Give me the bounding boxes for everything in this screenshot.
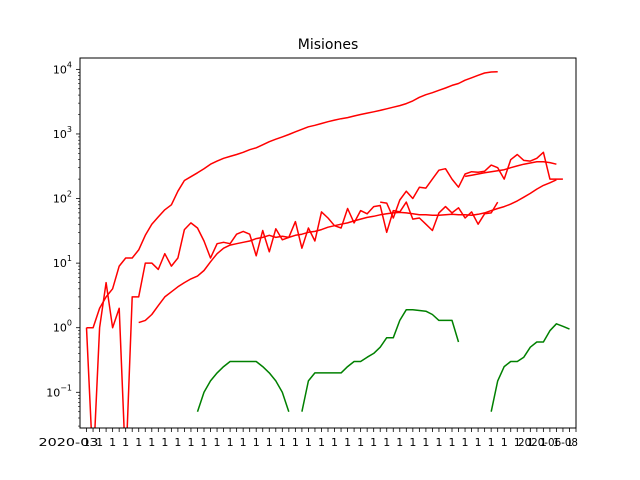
y-tick-label-base: 10: [53, 257, 67, 270]
plot-frame: [79, 57, 577, 429]
x-tick-label: 1: [266, 436, 273, 449]
y-tick-label-exponent: 1: [67, 254, 72, 263]
x-tick-label: 1: [201, 436, 208, 449]
x-tick-label: 1: [566, 436, 573, 449]
x-tick-label: 1: [83, 436, 90, 449]
x-tick-label: 1: [422, 436, 429, 449]
x-tick-label: 1: [96, 436, 103, 449]
x-tick-label: 1: [187, 436, 194, 449]
x-tick-label: 1: [135, 436, 142, 449]
x-tick-label: 1: [501, 436, 508, 449]
series-line-6: [196, 360, 290, 412]
x-tick-label: 1: [527, 436, 534, 449]
x-tick-label: 1: [305, 436, 312, 449]
y-tick-label-base: 10: [53, 128, 67, 141]
series-line-3: [138, 179, 557, 324]
y-tick-label-2: 101: [53, 254, 72, 270]
x-tick-label: 1: [109, 436, 116, 449]
x-tick-label: 1: [540, 436, 547, 449]
x-tick-label: 1: [214, 436, 221, 449]
chart-title: Misiones: [298, 37, 359, 53]
x-tick-label: 1: [553, 436, 560, 449]
series-line-4: [380, 151, 563, 219]
y-tick-label-base: 10: [53, 322, 67, 335]
y-tick-label-exponent: 0: [67, 319, 72, 328]
x-tick-label: 1: [174, 436, 181, 449]
series-line-7: [301, 308, 460, 412]
y-tick-label-base: 10: [46, 386, 60, 399]
series-line-8: [490, 323, 570, 412]
y-tick-label-4: 103: [53, 125, 72, 141]
y-tick-label-1: 100: [53, 319, 72, 335]
y-tick-label-exponent: −1: [60, 383, 72, 392]
x-tick-label-right: 2020-06-08: [518, 436, 578, 449]
series-line-1: [86, 70, 498, 329]
y-tick-label-0: 10−1: [46, 383, 72, 399]
y-tick-label-exponent: 3: [67, 125, 72, 134]
x-tick-label: 1: [475, 436, 482, 449]
x-tick-label-left: 2020-03: [39, 436, 99, 449]
series-line-5: [464, 161, 557, 178]
x-tick-label: 1: [370, 436, 377, 449]
x-tick-label: 1: [409, 436, 416, 449]
y-tick-label-5: 104: [53, 60, 72, 76]
y-tick-label-exponent: 2: [67, 190, 72, 199]
series-layer: [85, 70, 570, 428]
x-tick-label: 1: [435, 436, 442, 449]
x-tick-label: 1: [357, 436, 364, 449]
x-tick-label: 1: [383, 436, 390, 449]
x-tick-label: 1: [462, 436, 469, 449]
x-tick-label: 1: [449, 436, 456, 449]
series-line-2: [85, 201, 499, 428]
x-tick-label: 1: [240, 436, 247, 449]
x-tick-label: 1: [488, 436, 495, 449]
x-tick-label: 1: [318, 436, 325, 449]
x-tick-label: 1: [227, 436, 234, 449]
x-axis: 2020-031 1 1 1 1 1 1 1 1 1 1 1 1 1 1 1 1 1 1 1 1 1 1 1 1 1 1 1 1 1 1 1 1…: [39, 428, 578, 449]
x-tick-label: 1: [344, 436, 351, 449]
x-tick-label: 1: [331, 436, 338, 449]
y-tick-label-3: 102: [53, 190, 72, 206]
x-tick-label: 1: [148, 436, 155, 449]
x-tick-label: 1: [292, 436, 299, 449]
y-tick-label-base: 10: [53, 63, 67, 76]
x-tick-label: 1: [161, 436, 168, 449]
y-tick-label-base: 10: [53, 193, 67, 206]
y-tick-label-exponent: 4: [67, 60, 72, 69]
x-tick-label: 1: [253, 436, 260, 449]
x-tick-label: 1: [514, 436, 521, 449]
x-tick-label: 1: [279, 436, 286, 449]
x-tick-label: 1: [396, 436, 403, 449]
x-tick-label: 1: [122, 436, 129, 449]
